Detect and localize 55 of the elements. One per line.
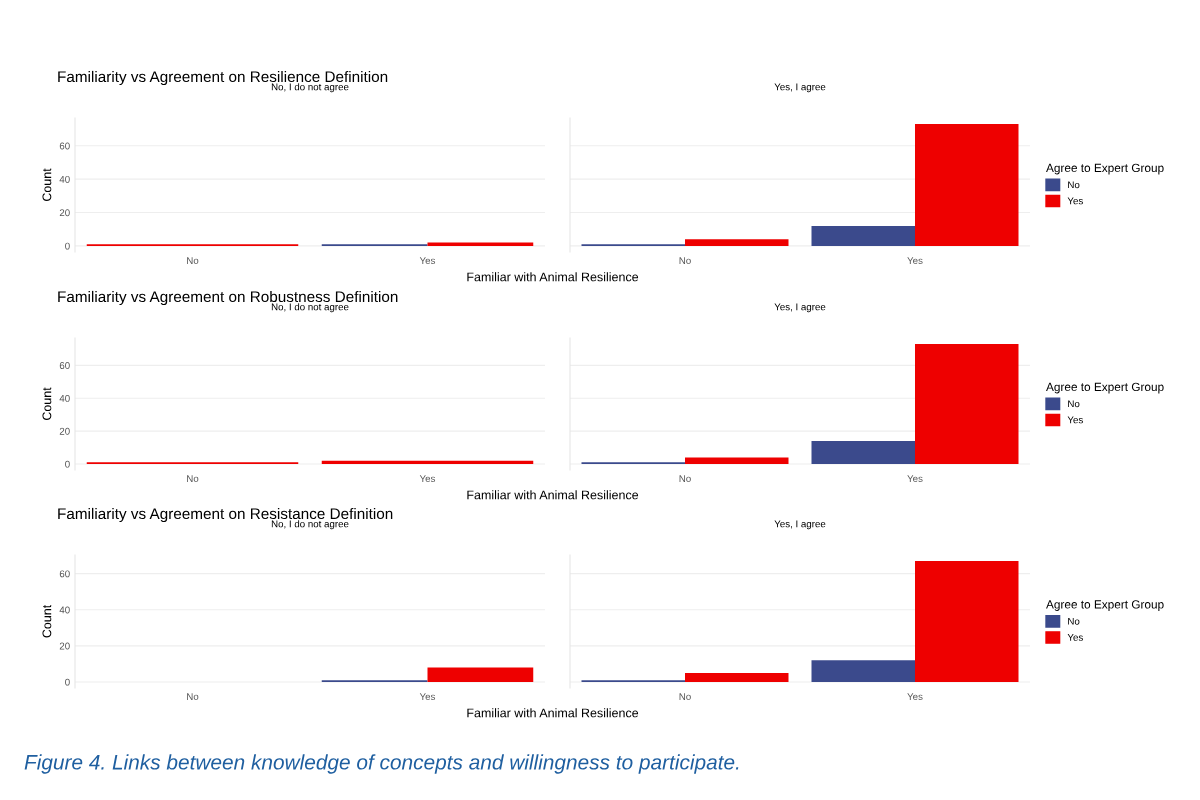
bar	[811, 225, 915, 246]
caption: Figure 4. Links between knowledge of concepts and willingness to participate.	[24, 754, 739, 774]
x-tick-label: No	[679, 257, 691, 264]
y-tick-label: 60	[59, 570, 70, 578]
y-axis-title: Count	[42, 168, 52, 202]
y-tick-label: 40	[59, 394, 70, 402]
x-axis-title: Familiar with Animal Resilience	[467, 708, 639, 718]
chart-subtitle: No, I do not agree	[271, 520, 349, 530]
x-axis-title: Familiar with Animal Resilience	[467, 490, 639, 500]
chart-subtitle: No, I do not agree	[271, 83, 349, 93]
y-tick-label: 0	[65, 242, 70, 250]
y-tick-label: 60	[59, 362, 70, 369]
x-tick-label: No	[187, 475, 199, 482]
y-axis-title: Count	[42, 604, 52, 638]
bar	[915, 124, 1019, 246]
legend-title: Agree to Expert Group	[1046, 382, 1164, 394]
x-tick-label: Yes	[907, 475, 923, 482]
chart-subtitle: Yes, I agree	[774, 83, 826, 93]
y-tick-label: 20	[59, 642, 70, 650]
x-axis-title: Familiar with Animal Resilience	[467, 272, 639, 282]
legend-title: Agree to Expert Group	[1046, 600, 1164, 611]
chart-subtitle: Yes, I agree	[774, 303, 826, 313]
y-tick-label: 20	[59, 209, 70, 217]
x-tick-label: Yes	[907, 257, 923, 264]
bar	[685, 239, 789, 246]
legend-title: Agree to Expert Group	[1046, 163, 1164, 175]
bar	[685, 672, 789, 682]
legend-label: No	[1068, 617, 1080, 625]
y-tick-label: 40	[59, 606, 70, 614]
bar	[685, 457, 789, 464]
chart-subtitle: Yes, I agree	[774, 520, 826, 530]
y-tick-label: 0	[65, 460, 70, 468]
x-tick-label: Yes	[419, 257, 436, 264]
legend-label: Yes	[1067, 416, 1083, 424]
bar	[811, 660, 915, 682]
y-tick-label: 60	[59, 142, 70, 150]
y-tick-label: 20	[59, 427, 70, 435]
x-tick-label: No	[679, 693, 691, 700]
x-tick-label: No	[187, 257, 199, 264]
y-tick-label: 40	[59, 175, 70, 183]
x-tick-label: Yes	[419, 475, 436, 482]
x-tick-label: Yes	[419, 693, 436, 700]
x-tick-label: Yes	[907, 693, 923, 700]
legend-label: No	[1068, 400, 1080, 408]
legend-label: Yes	[1067, 197, 1083, 205]
legend-label: No	[1068, 181, 1080, 189]
y-tick-label: 0	[65, 678, 70, 686]
bar	[811, 440, 915, 464]
legend-label: Yes	[1067, 634, 1083, 641]
y-axis-title: Count	[42, 387, 52, 421]
chart-subtitle: No, I do not agree	[271, 303, 349, 313]
bar	[915, 344, 1019, 464]
bar	[915, 561, 1019, 682]
x-tick-label: No	[187, 693, 199, 700]
x-tick-label: No	[679, 475, 691, 482]
